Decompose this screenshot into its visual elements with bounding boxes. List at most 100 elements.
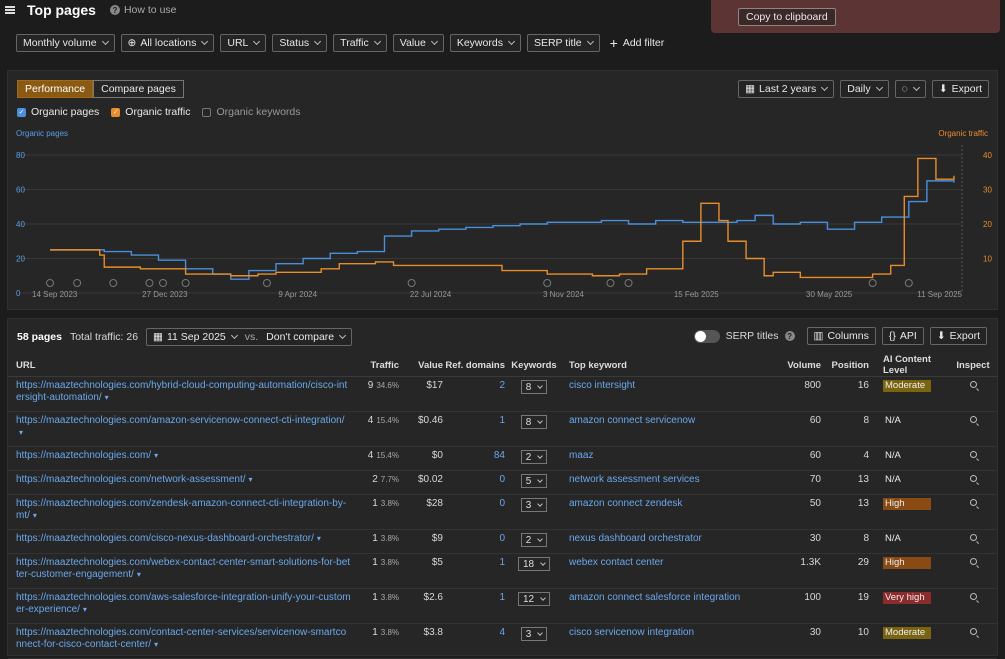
table-export-button[interactable]: ⬇ Export <box>929 327 987 345</box>
annotation-marker[interactable] <box>868 279 877 287</box>
page-url-link[interactable]: https://maaztechnologies.com/cisco-nexus… <box>16 533 314 544</box>
page-url-link[interactable]: https://maaztechnologies.com/hybrid-clou… <box>16 380 348 403</box>
column-header-inspect[interactable]: Inspect <box>949 354 997 377</box>
filter-all-locations[interactable]: ⊕ All locations <box>120 34 215 52</box>
inspect-icon[interactable] <box>969 593 977 600</box>
top-keyword-link[interactable]: nexus dashboard orchestrator <box>563 529 759 554</box>
annotation-marker[interactable] <box>624 279 633 287</box>
keywords-select[interactable]: 2 <box>520 450 548 464</box>
annotation-marker[interactable] <box>904 279 913 287</box>
keywords-select[interactable]: 12 <box>517 592 551 606</box>
column-header-url[interactable]: URL <box>8 354 351 377</box>
help-icon[interactable]: ? <box>784 331 795 341</box>
menu-icon[interactable] <box>5 6 15 14</box>
tab-compare-pages[interactable]: Compare pages <box>93 80 184 98</box>
keywords-select[interactable]: 5 <box>520 474 548 488</box>
top-keyword-link[interactable]: maaz <box>563 446 759 471</box>
page-url-link[interactable]: https://maaztechnologies.com/network-ass… <box>16 474 246 485</box>
annotation-marker[interactable] <box>181 279 190 287</box>
top-keyword-link[interactable]: cisco intersight <box>563 376 759 412</box>
inspect-icon[interactable] <box>969 534 977 541</box>
keywords-select[interactable]: 18 <box>517 557 551 571</box>
top-keyword-link[interactable]: amazon connect zendesk <box>563 494 759 530</box>
page-url-link[interactable]: https://maaztechnologies.com/zendesk-ama… <box>16 498 347 521</box>
keywords-select[interactable]: 8 <box>520 380 548 394</box>
ref-domains-link[interactable]: 1 <box>443 588 505 624</box>
top-keyword-link[interactable]: cisco servicenow integration <box>563 623 759 659</box>
checkbox-organic-pages[interactable]: ✓ Organic pages <box>17 106 100 118</box>
columns-button[interactable]: ▥ Columns <box>806 327 876 345</box>
expand-icon[interactable]: ▾ <box>248 475 253 484</box>
expand-icon[interactable]: ▾ <box>19 428 24 437</box>
checkbox-organic-keywords[interactable]: Organic keywords <box>202 106 301 118</box>
keywords-select[interactable]: 3 <box>520 627 548 641</box>
ref-domains-link[interactable]: 2 <box>443 376 505 412</box>
page-url-link[interactable]: https://maaztechnologies.com/ <box>16 450 152 461</box>
checkbox-organic-traffic[interactable]: ✓ Organic traffic <box>111 106 191 118</box>
annotation-marker[interactable] <box>159 279 167 287</box>
how-to-link[interactable]: ? How to use <box>109 4 177 16</box>
filter-monthly-volume[interactable]: Monthly volume <box>16 34 115 52</box>
api-button[interactable]: {} API <box>881 327 924 345</box>
ref-domains-link[interactable]: 84 <box>443 446 505 471</box>
ref-domains-link[interactable]: 0 <box>443 529 505 554</box>
inspect-icon[interactable] <box>969 416 977 423</box>
column-header-value[interactable]: Value <box>399 354 443 377</box>
inspect-icon[interactable] <box>969 499 977 506</box>
column-header-position[interactable]: Position <box>821 354 869 377</box>
expand-icon[interactable]: ▾ <box>136 570 141 579</box>
keywords-select[interactable]: 2 <box>520 533 548 547</box>
filter-url[interactable]: URL <box>220 34 267 52</box>
inspect-icon[interactable] <box>969 558 977 565</box>
page-url-link[interactable]: https://maaztechnologies.com/amazon-serv… <box>16 415 345 426</box>
top-keyword-link[interactable]: amazon connect servicenow <box>563 411 759 447</box>
keywords-select[interactable]: 3 <box>520 498 548 512</box>
annotation-marker[interactable] <box>46 279 54 287</box>
expand-icon[interactable]: ▾ <box>82 605 87 614</box>
ref-domains-link[interactable]: 0 <box>443 470 505 495</box>
copy-to-clipboard-button[interactable]: Copy to clipboard <box>738 8 836 26</box>
expand-icon[interactable]: ▾ <box>104 393 109 402</box>
column-header-ref-domains[interactable]: Ref. domains <box>443 354 505 377</box>
column-header-top-keyword[interactable]: Top keyword <box>563 354 759 377</box>
chart-export-button[interactable]: ⬇ Export <box>931 80 989 98</box>
page-url-link[interactable]: https://maaztechnologies.com/webex-conta… <box>16 557 351 580</box>
ref-domains-link[interactable]: 0 <box>443 494 505 530</box>
inspect-icon[interactable] <box>969 475 977 482</box>
inspect-icon[interactable] <box>969 451 977 458</box>
filter-value[interactable]: Value <box>392 34 444 52</box>
column-header-ai-content-level[interactable]: AI Content Level <box>869 354 949 377</box>
column-header-volume[interactable]: Volume <box>759 354 821 377</box>
filter-keywords[interactable]: Keywords <box>449 34 521 52</box>
ref-domains-link[interactable]: 1 <box>443 411 505 447</box>
top-keyword-link[interactable]: network assessment services <box>563 470 759 495</box>
page-url-link[interactable]: https://maaztechnologies.com/contact-cen… <box>16 627 347 650</box>
keywords-select[interactable]: 8 <box>520 415 548 429</box>
annotation-marker[interactable] <box>73 279 82 287</box>
date-range-select[interactable]: ▦ Last 2 years <box>738 80 835 98</box>
annotation-marker[interactable] <box>262 279 271 287</box>
annotations-button[interactable]: ◌ <box>894 80 926 98</box>
annotation-marker[interactable] <box>109 279 118 287</box>
top-keyword-link[interactable]: amazon connect salesforce integration <box>563 588 759 624</box>
add-filter-button[interactable]: + Add filter <box>609 35 665 51</box>
expand-icon[interactable]: ▾ <box>316 534 321 543</box>
expand-icon[interactable]: ▾ <box>32 511 37 520</box>
inspect-icon[interactable] <box>969 628 977 635</box>
tab-performance[interactable]: Performance <box>17 80 94 98</box>
column-header-keywords[interactable]: Keywords <box>505 354 563 377</box>
ref-domains-link[interactable]: 1 <box>443 553 505 589</box>
interval-select[interactable]: Daily <box>840 80 889 98</box>
filter-serp-title[interactable]: SERP title <box>526 34 600 52</box>
date-select[interactable]: ▦ 11 Sep 2025 vs. Don't compare <box>146 328 353 346</box>
annotation-marker[interactable] <box>145 279 154 287</box>
top-keyword-link[interactable]: webex contact center <box>563 553 759 589</box>
ref-domains-link[interactable]: 4 <box>443 623 505 659</box>
filter-status[interactable]: Status <box>272 34 328 52</box>
filter-traffic[interactable]: Traffic <box>333 34 387 52</box>
column-header-traffic[interactable]: Traffic <box>351 354 399 377</box>
serp-titles-toggle[interactable] <box>693 329 720 343</box>
expand-icon[interactable]: ▾ <box>154 451 159 460</box>
inspect-icon[interactable] <box>969 381 977 388</box>
annotation-marker[interactable] <box>543 279 552 287</box>
